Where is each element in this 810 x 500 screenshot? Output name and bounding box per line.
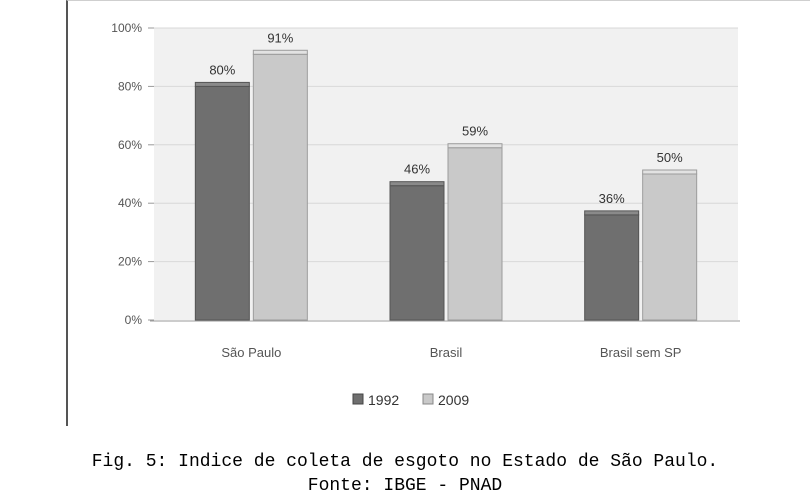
legend-label-2009: 2009	[438, 392, 469, 408]
figure-source: Fonte: IBGE - PNAD	[307, 476, 503, 496]
bar-chart: 0% 20% 40% 60% 80% 100% 80% 91% 46% 59% 36% 50% Sã…	[111, 21, 740, 408]
chart-frame: 0% 20% 40% 60% 80% 100% 80% 91% 46% 59% 36% 50% Sã…	[66, 0, 810, 426]
bar-2009-0	[252, 53, 308, 321]
bar-2009-1	[447, 147, 503, 321]
legend-swatch-1992	[352, 393, 364, 405]
y-axis-ticks: 0% 20% 40% 60% 80% 100%	[111, 21, 154, 327]
data-label: 80%	[209, 62, 235, 77]
bar-2009-2	[642, 173, 698, 321]
bar-top-2009-2	[642, 169, 698, 175]
bar-top-2009-0	[252, 49, 308, 55]
data-label: 50%	[657, 150, 683, 165]
bar-1992-2	[584, 214, 640, 321]
y-tick-label: 80%	[118, 79, 142, 93]
bar-top-1992-1	[389, 181, 445, 187]
bars: 80% 91% 46% 59% 36% 50%	[194, 30, 698, 321]
bar-1992-0	[194, 85, 250, 321]
category-label: São Paulo	[221, 345, 281, 360]
category-label: Brasil	[430, 345, 463, 360]
data-label: 46%	[404, 162, 430, 177]
bar-top-2009-1	[447, 143, 503, 149]
legend: 1992 2009	[352, 392, 469, 408]
y-tick-label: 100%	[111, 21, 142, 35]
data-label: 91%	[267, 30, 293, 45]
gridlines	[154, 27, 738, 263]
data-label: 59%	[462, 124, 488, 139]
bar-top-1992-0	[194, 81, 250, 87]
y-tick-label: 20%	[118, 255, 142, 269]
figure-caption: Fig. 5: Indice de coleta de esgoto no Es…	[91, 452, 719, 472]
y-tick-label: 0%	[125, 313, 143, 327]
bar-1992-1	[389, 185, 445, 321]
category-labels: São Paulo Brasil Brasil sem SP	[221, 345, 681, 360]
plot-area	[154, 28, 738, 320]
data-label: 36%	[599, 191, 625, 206]
y-tick-label: 60%	[118, 138, 142, 152]
legend-swatch-2009	[422, 393, 434, 405]
legend-label-1992: 1992	[368, 392, 399, 408]
bar-top-1992-2	[584, 210, 640, 216]
y-tick-label: 40%	[118, 196, 142, 210]
category-label: Brasil sem SP	[600, 345, 682, 360]
